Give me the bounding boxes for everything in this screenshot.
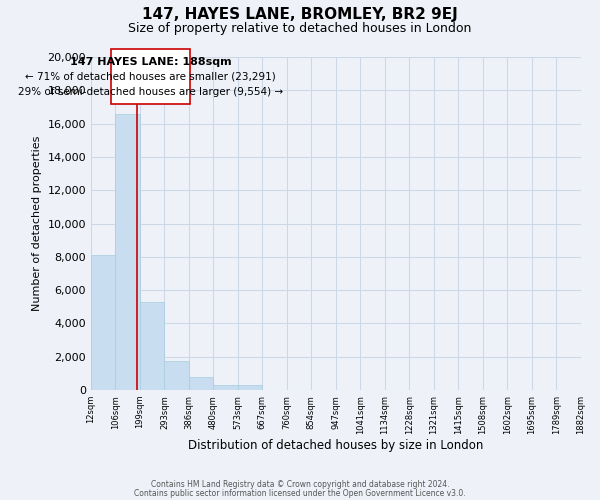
FancyBboxPatch shape [111,49,190,104]
Text: 147 HAYES LANE: 188sqm: 147 HAYES LANE: 188sqm [70,57,232,67]
Bar [238,385,262,390]
Bar [164,361,189,390]
Text: 147, HAYES LANE, BROMLEY, BR2 9EJ: 147, HAYES LANE, BROMLEY, BR2 9EJ [142,8,458,22]
Text: Contains HM Land Registry data © Crown copyright and database right 2024.: Contains HM Land Registry data © Crown c… [151,480,449,489]
Bar [140,302,164,390]
Bar [189,376,214,390]
Text: Contains public sector information licensed under the Open Government Licence v3: Contains public sector information licen… [134,488,466,498]
Text: Size of property relative to detached houses in London: Size of property relative to detached ho… [128,22,472,35]
Text: 29% of semi-detached houses are larger (9,554) →: 29% of semi-detached houses are larger (… [18,87,283,97]
Text: ← 71% of detached houses are smaller (23,291): ← 71% of detached houses are smaller (23… [25,72,276,82]
Bar [91,255,115,390]
Bar [115,114,140,390]
Bar [214,385,238,390]
X-axis label: Distribution of detached houses by size in London: Distribution of detached houses by size … [188,440,484,452]
Y-axis label: Number of detached properties: Number of detached properties [32,136,42,311]
